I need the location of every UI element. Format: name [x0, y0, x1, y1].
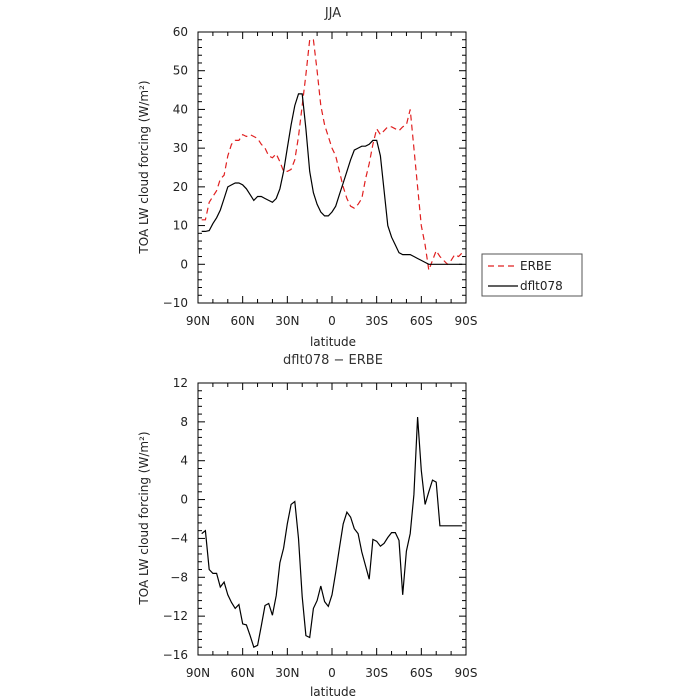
x-tick-label: 90N [186, 666, 210, 680]
y-tick-label: 0 [180, 257, 188, 271]
y-axis-label: TOA LW cloud forcing (W/m²) [137, 80, 151, 254]
plot-frame [197, 382, 467, 656]
x-tick-label: 30N [275, 666, 299, 680]
x-tick-label: 90S [455, 666, 478, 680]
x-tick-label: 60N [231, 314, 255, 328]
x-tick-label: 30S [365, 666, 388, 680]
x-tick-label: 30N [275, 314, 299, 328]
chart-title: JJA [324, 6, 341, 21]
x-tick-label: 90S [455, 314, 478, 328]
chart-title: dflt078 − ERBE [283, 353, 383, 368]
y-tick-label: 50 [173, 64, 188, 78]
y-tick-label: 30 [173, 141, 188, 155]
series-line-dflt078 [201, 93, 463, 265]
panel-top: JJA 90N 60N 30N 0 30S 60S 90S−100102030405060 … [137, 6, 477, 349]
y-tick-label: 4 [180, 454, 188, 468]
y-tick-label: −16 [163, 648, 188, 662]
x-tick-label: 90N [186, 314, 210, 328]
x-tick-label: 30S [365, 314, 388, 328]
y-tick-label: −4 [170, 531, 188, 545]
series-line-erbe [201, 39, 463, 273]
axes-bottom: 90N 60N 30N 0 30S 60S 90S −16 −12 −8 −4 0 4 8 12 [163, 376, 478, 680]
axes-top: 90N 60N 30N 0 30S 60S 90S −10 0 10 20 30 40 50 60 [163, 25, 478, 328]
x-axis-label: latitude [310, 685, 356, 699]
y-axis-label: TOA LW cloud forcing (W/m²) [137, 431, 151, 605]
y-tick-label: 20 [173, 180, 188, 194]
x-axis-label: latitude [310, 335, 356, 349]
y-tick-label: 40 [173, 102, 188, 116]
series-line-difference [201, 416, 463, 649]
panel-bottom: dflt078 − ERBE 90N 60N 30N 0 30S 60S 90S −16 −12… [137, 353, 477, 699]
y-tick-label: 8 [180, 415, 188, 429]
x-tick-label: 60N [231, 666, 255, 680]
y-tick-label: 0 [180, 493, 188, 507]
legend-label-erbe: ERBE [520, 259, 552, 273]
x-tick-label: 0 [328, 314, 336, 328]
legend: ERBE dflt078 [481, 253, 583, 297]
y-tick-label: 12 [173, 376, 188, 390]
y-tick-label: −10 [163, 296, 188, 310]
x-tick-label: 60S [410, 314, 433, 328]
y-tick-label: −12 [163, 609, 188, 623]
x-tick-label: 60S [410, 666, 433, 680]
y-tick-label: −8 [170, 570, 188, 584]
legend-label-dflt078: dflt078 [520, 279, 563, 293]
y-tick-label: 60 [173, 25, 188, 39]
legend-box [481, 253, 583, 297]
x-tick-label: 0 [328, 666, 336, 680]
y-tick-label: 10 [173, 219, 188, 233]
